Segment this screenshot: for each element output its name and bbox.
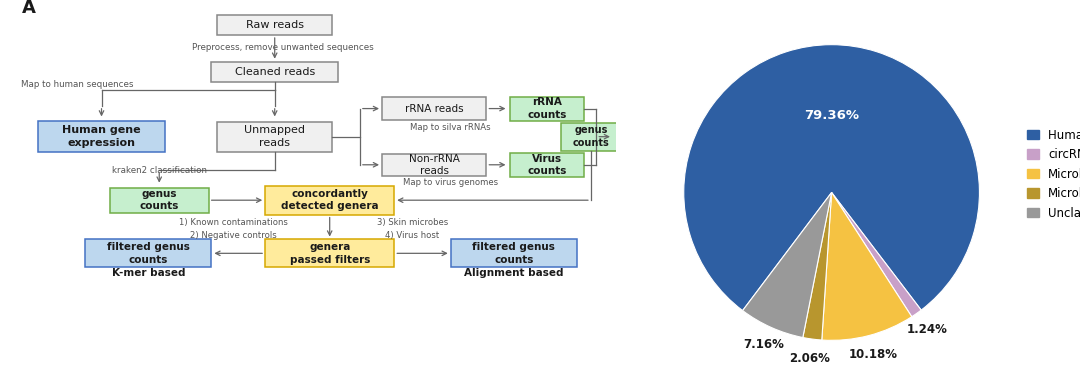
FancyBboxPatch shape — [212, 62, 338, 82]
Text: 79.36%: 79.36% — [804, 109, 859, 122]
Text: 2.06%: 2.06% — [789, 352, 831, 365]
FancyBboxPatch shape — [561, 123, 621, 151]
Text: Preprocess, remove unwanted sequences: Preprocess, remove unwanted sequences — [192, 43, 374, 52]
Text: 3) Skin microbes: 3) Skin microbes — [377, 218, 448, 227]
Text: A: A — [22, 0, 36, 17]
Text: Cleaned reads: Cleaned reads — [234, 67, 315, 77]
Text: 1) Known contaminations: 1) Known contaminations — [179, 218, 288, 227]
FancyBboxPatch shape — [382, 97, 486, 120]
Text: genera
passed filters: genera passed filters — [289, 242, 369, 264]
Text: Map to silva rRNAs: Map to silva rRNAs — [410, 122, 491, 132]
Text: Unmapped
reads: Unmapped reads — [244, 126, 306, 148]
FancyBboxPatch shape — [510, 97, 584, 121]
FancyBboxPatch shape — [450, 239, 577, 267]
Text: Non-rRNA
reads: Non-rRNA reads — [408, 154, 460, 176]
Wedge shape — [743, 192, 832, 338]
Wedge shape — [822, 192, 912, 340]
FancyBboxPatch shape — [265, 239, 394, 267]
Wedge shape — [684, 45, 980, 311]
Text: 1.24%: 1.24% — [907, 323, 948, 336]
Text: kraken2 classification: kraken2 classification — [111, 166, 206, 175]
Text: Alignment based: Alignment based — [464, 268, 564, 278]
Text: 10.18%: 10.18% — [849, 348, 897, 361]
FancyBboxPatch shape — [217, 15, 333, 35]
FancyBboxPatch shape — [510, 153, 584, 177]
Wedge shape — [832, 192, 921, 317]
FancyBboxPatch shape — [217, 122, 333, 152]
Text: Map to human sequences: Map to human sequences — [21, 80, 133, 89]
Text: concordantly
detected genera: concordantly detected genera — [281, 189, 378, 211]
FancyBboxPatch shape — [38, 121, 165, 152]
FancyBboxPatch shape — [265, 186, 394, 215]
Text: K-mer based: K-mer based — [111, 268, 185, 278]
Text: filtered genus
counts: filtered genus counts — [472, 242, 555, 264]
Text: genus
counts: genus counts — [139, 189, 179, 211]
Text: Raw reads: Raw reads — [246, 20, 303, 30]
FancyBboxPatch shape — [382, 154, 486, 176]
FancyBboxPatch shape — [85, 239, 212, 267]
Text: Virus
counts: Virus counts — [527, 154, 567, 176]
FancyBboxPatch shape — [110, 188, 208, 213]
Wedge shape — [802, 192, 832, 340]
Text: 7.16%: 7.16% — [743, 338, 784, 352]
Text: filtered genus
counts: filtered genus counts — [107, 242, 190, 264]
Text: 4) Virus host: 4) Virus host — [386, 231, 440, 240]
Text: rRNA
counts: rRNA counts — [527, 97, 567, 120]
Text: genus
counts: genus counts — [572, 126, 609, 148]
Text: Human gene
expression: Human gene expression — [63, 126, 140, 148]
Text: Map to virus genomes: Map to virus genomes — [403, 178, 498, 187]
Legend: Human genome, circRNA, Microbe-rRNA, Microbe-others, Unclassified: Human genome, circRNA, Microbe-rRNA, Mic… — [1023, 124, 1080, 224]
Text: rRNA reads: rRNA reads — [405, 104, 463, 114]
Text: 2) Negative controls: 2) Negative controls — [190, 231, 276, 240]
